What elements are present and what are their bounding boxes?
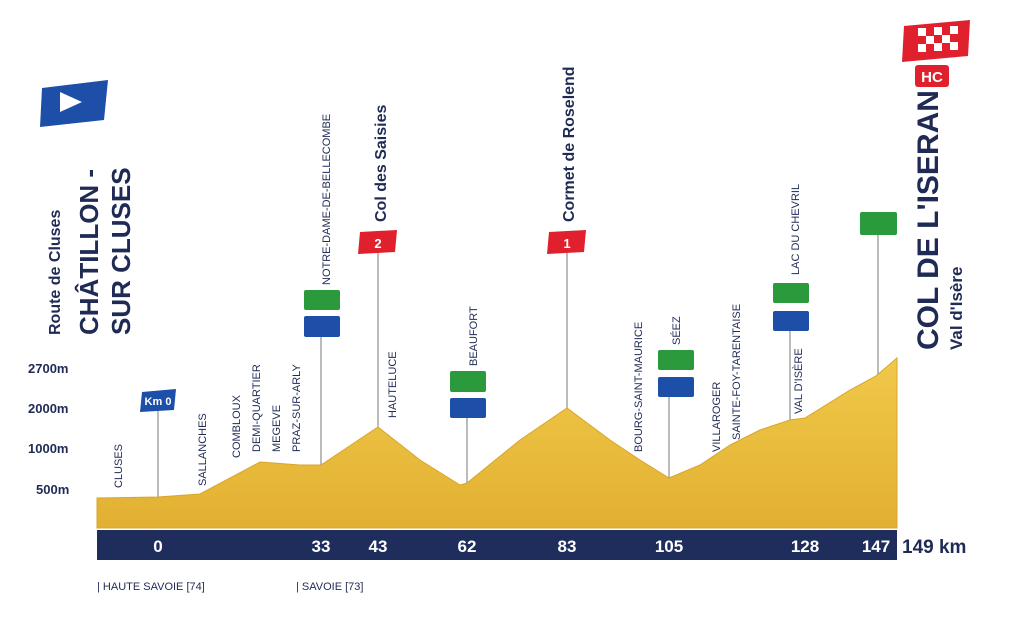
climb-name: Col des Saisies <box>373 105 390 222</box>
place: LAC DU CHEVRIL <box>790 184 802 275</box>
place: COMBLOUX <box>231 394 243 458</box>
climb-sign <box>547 230 586 254</box>
place: SÉEZ <box>670 316 683 345</box>
km-marker: 147 <box>862 537 890 556</box>
region: | HAUTE SAVOIE [74] <box>97 581 205 593</box>
km-marker: 128 <box>791 537 819 556</box>
finish-checks <box>918 26 958 52</box>
place: BEAUFORT <box>468 306 480 366</box>
place: MEGEVE <box>271 405 283 452</box>
elevation-tick: 500m <box>36 482 69 497</box>
finish-place: Val d'Isère <box>947 267 966 350</box>
km0-label: Km 0 <box>145 396 172 408</box>
place: PRAZ-SUR-ARLY <box>291 364 303 452</box>
total-distance: 149 km <box>902 537 966 558</box>
start-road: Route de Cluses <box>47 210 64 335</box>
place: VILLAROGER <box>711 382 723 452</box>
finish-category: HC <box>921 69 943 86</box>
finish-name: COL DE L'ISERAN <box>912 90 945 350</box>
place: SAINTE-FOY-TARENTAISE <box>731 304 743 440</box>
service-icons <box>304 212 897 418</box>
place: VAL D'ISÈRE <box>792 348 805 414</box>
place: SALLANCHES <box>197 413 209 486</box>
place: DEMI-QUARTIER <box>251 364 263 452</box>
km-bar <box>97 530 897 560</box>
poles <box>157 235 879 497</box>
elevation-tick: 2000m <box>28 401 68 416</box>
start-name: SUR CLUSES <box>106 167 136 335</box>
place: BOURG-SAINT-MAURICE <box>633 322 645 452</box>
finish-badge <box>915 65 949 87</box>
km-marker: 0 <box>153 537 162 556</box>
elevation-tick: 2700m <box>28 361 68 376</box>
km-marker: 62 <box>458 537 477 556</box>
climb-category: 1 <box>563 236 570 251</box>
start-name: CHÂTILLON - <box>74 169 104 335</box>
climb-category: 2 <box>374 236 381 251</box>
region: | SAVOIE [73] <box>296 581 363 593</box>
finish-flag <box>902 20 970 62</box>
km-marker: 105 <box>655 537 683 556</box>
elevation-tick: 1000m <box>28 441 68 456</box>
place: CLUSES <box>113 444 125 488</box>
climb-sign <box>358 230 397 254</box>
elevation-profile <box>96 356 898 529</box>
km-marker: 43 <box>369 537 388 556</box>
climb-name: Cormet de Roselend <box>561 66 578 222</box>
km-marker: 83 <box>558 537 577 556</box>
place: HAUTELUCE <box>387 351 399 418</box>
km0-sign <box>140 389 176 412</box>
start-arrow <box>60 92 82 112</box>
place: NOTRE-DAME-DE-BELLECOMBE <box>321 114 333 285</box>
km-marker: 33 <box>312 537 331 556</box>
